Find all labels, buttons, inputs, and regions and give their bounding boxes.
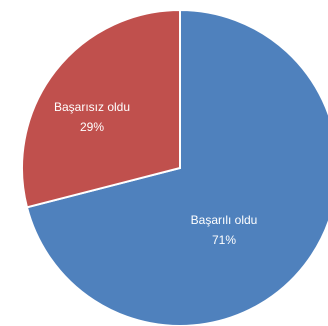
pie-slice-basarisiz [21, 8, 181, 209]
slice-value-basarisiz: 29% [80, 120, 104, 134]
slice-label-basarili: Başarılı oldu [191, 213, 258, 227]
slice-label-basarisiz: Başarısız oldu [54, 100, 130, 114]
pie-slice-basarili [25, 8, 328, 326]
slice-value-basarili: 71% [212, 233, 236, 247]
